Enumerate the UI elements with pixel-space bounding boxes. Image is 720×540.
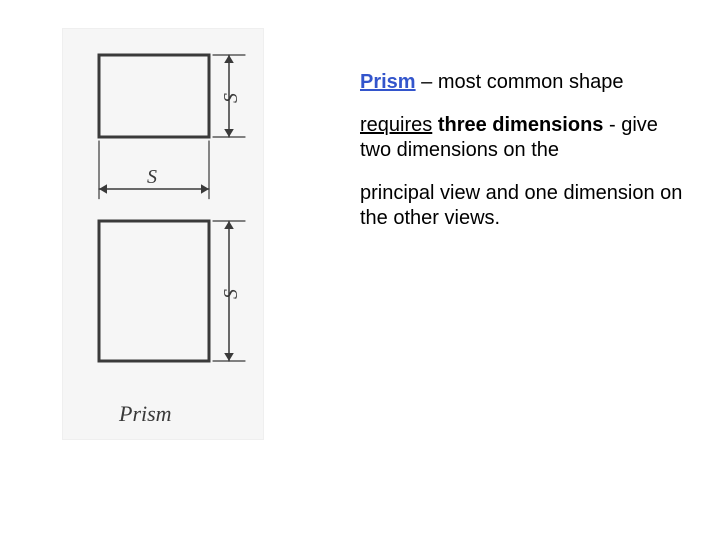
line1-rest: – most common shape xyxy=(416,71,624,93)
prism-diagram: S S S Prism xyxy=(62,28,264,440)
svg-text:S: S xyxy=(220,93,242,103)
svg-text:S: S xyxy=(220,289,242,299)
term-prism: Prism xyxy=(360,71,416,93)
word-three-dimensions: three dimensions xyxy=(432,114,603,136)
description-text: Prism – most common shape requires three… xyxy=(360,70,690,249)
svg-text:Prism: Prism xyxy=(118,401,172,426)
para-1: Prism – most common shape xyxy=(360,70,690,95)
word-requires: requires xyxy=(360,114,432,136)
para-2: requires three dimensions - give two dim… xyxy=(360,113,690,163)
slide-stage: S S S Prism Prism – most common shape requi… xyxy=(0,0,720,540)
para-3: principal view and one dimension on the … xyxy=(360,181,690,231)
svg-text:S: S xyxy=(147,166,157,188)
